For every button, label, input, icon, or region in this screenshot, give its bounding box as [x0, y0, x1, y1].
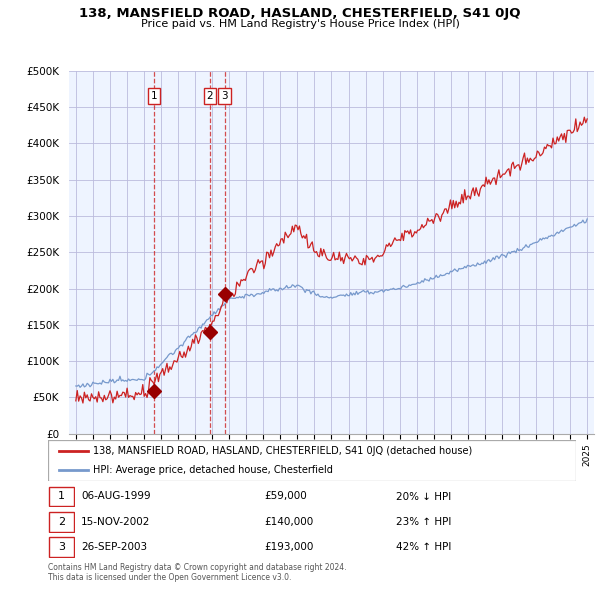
Text: 06-AUG-1999: 06-AUG-1999: [81, 491, 151, 502]
Text: 15-NOV-2002: 15-NOV-2002: [81, 517, 151, 527]
Text: £193,000: £193,000: [264, 542, 313, 552]
Text: 42% ↑ HPI: 42% ↑ HPI: [396, 542, 451, 552]
Text: 2: 2: [58, 517, 65, 527]
Text: Price paid vs. HM Land Registry's House Price Index (HPI): Price paid vs. HM Land Registry's House …: [140, 19, 460, 29]
Text: 1: 1: [151, 91, 157, 101]
Text: £59,000: £59,000: [264, 491, 307, 502]
Text: 23% ↑ HPI: 23% ↑ HPI: [396, 517, 451, 527]
Text: 1: 1: [58, 491, 65, 502]
Text: Contains HM Land Registry data © Crown copyright and database right 2024.: Contains HM Land Registry data © Crown c…: [48, 563, 347, 572]
Text: 3: 3: [58, 542, 65, 552]
Text: 138, MANSFIELD ROAD, HASLAND, CHESTERFIELD, S41 0JQ: 138, MANSFIELD ROAD, HASLAND, CHESTERFIE…: [79, 7, 521, 20]
Text: 2: 2: [206, 91, 213, 101]
Text: 20% ↓ HPI: 20% ↓ HPI: [396, 491, 451, 502]
Text: £140,000: £140,000: [264, 517, 313, 527]
Text: 26-SEP-2003: 26-SEP-2003: [81, 542, 147, 552]
Text: This data is licensed under the Open Government Licence v3.0.: This data is licensed under the Open Gov…: [48, 573, 292, 582]
Text: 3: 3: [221, 91, 228, 101]
Text: HPI: Average price, detached house, Chesterfield: HPI: Average price, detached house, Ches…: [93, 465, 333, 475]
Text: 138, MANSFIELD ROAD, HASLAND, CHESTERFIELD, S41 0JQ (detached house): 138, MANSFIELD ROAD, HASLAND, CHESTERFIE…: [93, 445, 472, 455]
